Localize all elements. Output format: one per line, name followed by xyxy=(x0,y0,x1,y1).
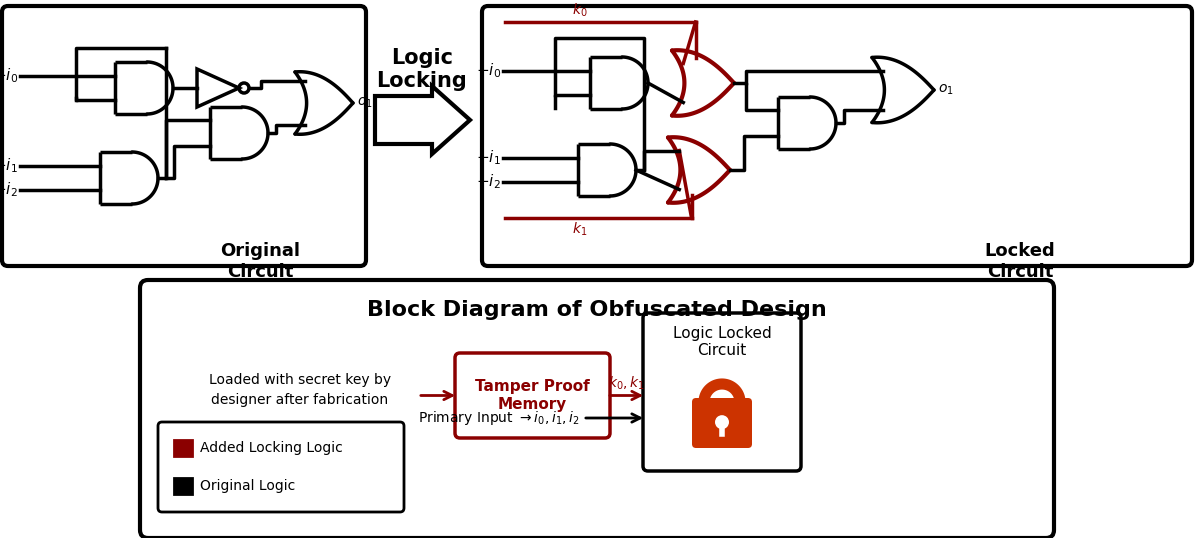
FancyBboxPatch shape xyxy=(692,398,752,448)
Text: Block Diagram of Obfuscated Design: Block Diagram of Obfuscated Design xyxy=(367,300,827,320)
Text: Logic Locked
Circuit: Logic Locked Circuit xyxy=(673,326,771,358)
FancyBboxPatch shape xyxy=(174,478,192,494)
Text: $k_1$: $k_1$ xyxy=(572,221,588,238)
Text: Logic
Locking: Logic Locking xyxy=(376,48,468,91)
Text: Added Locking Logic: Added Locking Logic xyxy=(200,441,343,455)
Text: $-i_2$: $-i_2$ xyxy=(476,173,501,192)
FancyBboxPatch shape xyxy=(482,6,1192,266)
Text: $-i_0$: $-i_0$ xyxy=(476,62,501,80)
Text: $-i_0$: $-i_0$ xyxy=(0,67,18,86)
FancyBboxPatch shape xyxy=(643,313,801,471)
Text: Locked
Circuit: Locked Circuit xyxy=(984,242,1055,281)
Text: Primary Input $\rightarrow i_0,i_1,i_2$: Primary Input $\rightarrow i_0,i_1,i_2$ xyxy=(418,409,580,427)
Text: $k_0,k_1$: $k_0,k_1$ xyxy=(608,375,645,393)
Text: $k_0$: $k_0$ xyxy=(572,2,588,19)
Text: Loaded with secret key by
designer after fabrication: Loaded with secret key by designer after… xyxy=(209,373,391,407)
FancyArrow shape xyxy=(375,86,470,154)
FancyBboxPatch shape xyxy=(2,6,366,266)
Text: $o_1$: $o_1$ xyxy=(938,83,953,97)
FancyBboxPatch shape xyxy=(140,280,1054,538)
Circle shape xyxy=(715,415,729,429)
FancyBboxPatch shape xyxy=(454,353,610,438)
Text: $-i_1$: $-i_1$ xyxy=(476,148,501,167)
Text: $-i_1$: $-i_1$ xyxy=(0,157,18,175)
Text: $o_1$: $o_1$ xyxy=(357,96,373,110)
FancyBboxPatch shape xyxy=(158,422,404,512)
Text: $-i_2$: $-i_2$ xyxy=(0,181,18,200)
Text: Tamper Proof
Memory: Tamper Proof Memory xyxy=(475,379,590,412)
Text: Original
Circuit: Original Circuit xyxy=(219,242,300,281)
Text: Original Logic: Original Logic xyxy=(200,479,295,493)
FancyBboxPatch shape xyxy=(174,440,192,456)
